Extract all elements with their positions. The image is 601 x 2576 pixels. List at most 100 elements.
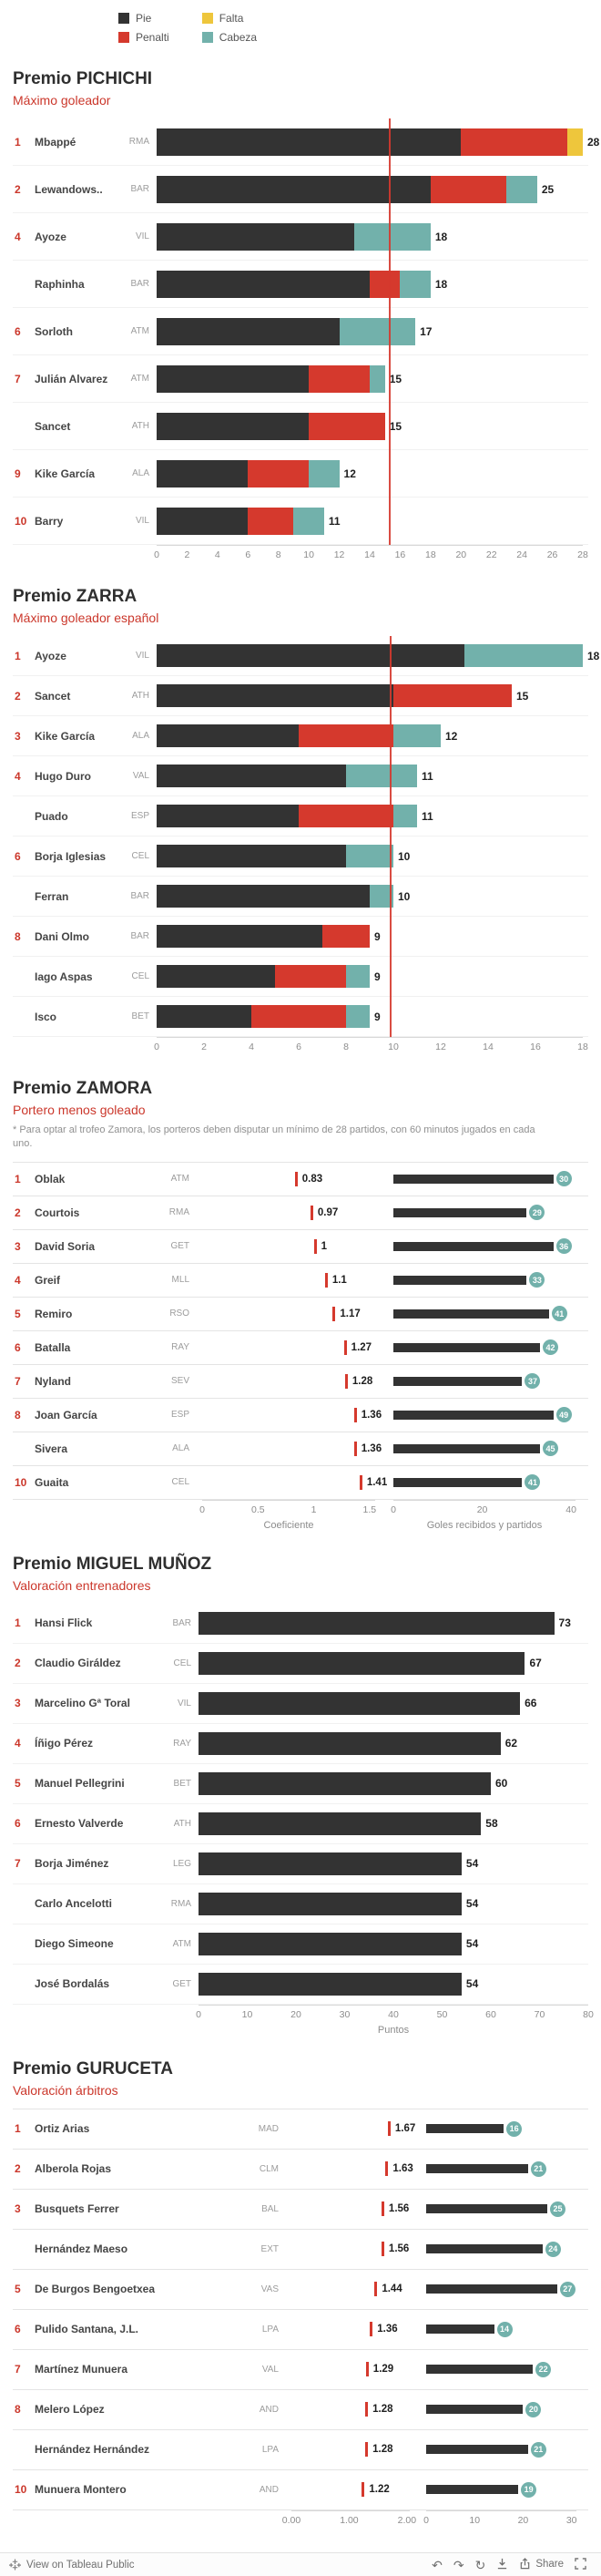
stacked-bar[interactable]: 15 — [157, 364, 583, 393]
stacked-bar[interactable]: 18 — [157, 222, 583, 251]
stacked-bar[interactable]: 11 — [157, 765, 583, 787]
goalkeeper-row[interactable]: 1 Oblak ATM 0.83 — [13, 1163, 588, 1196]
player-row[interactable]: 4 Hugo Duro VAL 11 — [13, 756, 588, 796]
matches-bar[interactable] — [426, 2325, 494, 2335]
goalkeeper-row[interactable]: 3 David Soria GET 1 — [13, 1230, 588, 1264]
points-bar[interactable]: 54 — [199, 1852, 588, 1875]
matches-bar[interactable] — [393, 1309, 549, 1319]
matches-bar[interactable] — [426, 2124, 504, 2134]
player-row[interactable]: 10 Barry VIL 11 — [13, 498, 588, 545]
matches-badge[interactable]: 21 — [530, 2160, 546, 2177]
player-row[interactable]: Isco BET 9 — [13, 997, 588, 1037]
reset-button[interactable]: ↻ — [470, 2557, 492, 2573]
goals-badge[interactable]: 41 — [525, 1474, 541, 1491]
points-bar[interactable]: 73 — [199, 1611, 588, 1635]
stacked-bar[interactable]: 9 — [157, 965, 583, 988]
goals-badge[interactable]: 30 — [555, 1171, 572, 1187]
coach-row[interactable]: 4 Íñigo Pérez RAY 62 — [13, 1724, 588, 1764]
player-row[interactable]: 7 Julián Alvarez ATM 15 — [13, 355, 588, 403]
goals-badge[interactable]: 41 — [551, 1306, 567, 1322]
rating-mark[interactable]: 1.67 — [387, 2109, 415, 2149]
legend-item[interactable]: Falta — [201, 9, 257, 26]
undo-button[interactable]: ↶ — [426, 2557, 448, 2573]
matches-badge[interactable]: 14 — [496, 2321, 513, 2337]
share-button[interactable]: Share — [514, 2556, 569, 2573]
goalkeeper-row[interactable]: 7 Nyland SEV 1.28 — [13, 1365, 588, 1399]
player-row[interactable]: 8 Dani Olmo BAR 9 — [13, 917, 588, 957]
stacked-bar[interactable]: 25 — [157, 175, 583, 203]
coach-row[interactable]: 7 Borja Jiménez LEG 54 — [13, 1844, 588, 1884]
matches-bar[interactable] — [426, 2284, 557, 2294]
referee-row[interactable]: 8 Melero López AND 1.28 — [13, 2390, 588, 2430]
player-row[interactable]: 6 Sorloth ATM 17 — [13, 308, 588, 355]
coach-row[interactable]: 5 Manuel Pellegrini BET 60 — [13, 1764, 588, 1804]
referee-row[interactable]: 3 Busquets Ferrer BAL 1.56 — [13, 2190, 588, 2230]
stacked-bar[interactable]: 18 — [157, 644, 599, 667]
player-row[interactable]: Sancet ATH 15 — [13, 403, 588, 450]
coefficient-mark[interactable]: 1.36 — [353, 1399, 382, 1432]
player-row[interactable]: 1 Ayoze VIL 18 — [13, 636, 599, 676]
coefficient-mark[interactable]: 0.83 — [294, 1163, 322, 1196]
stacked-bar[interactable]: 12 — [157, 459, 583, 487]
stacked-bar[interactable]: 15 — [157, 684, 583, 707]
stacked-bar[interactable]: 17 — [157, 317, 583, 345]
matches-badge[interactable]: 27 — [559, 2281, 576, 2297]
referee-row[interactable]: 10 Munuera Montero AND 1.22 — [13, 2470, 588, 2510]
coefficient-mark[interactable]: 1.28 — [344, 1365, 372, 1398]
rating-mark[interactable]: 1.22 — [362, 2470, 390, 2509]
legend-item[interactable]: Penalti — [118, 28, 169, 46]
goals-badge[interactable]: 45 — [542, 1441, 558, 1457]
matches-bar[interactable] — [393, 1342, 540, 1352]
coach-row[interactable]: Diego Simeone ATM 54 — [13, 1924, 588, 1965]
stacked-bar[interactable]: 12 — [157, 724, 583, 747]
rating-mark[interactable]: 1.63 — [385, 2150, 413, 2189]
legend-item[interactable]: Cabeza — [201, 28, 257, 46]
player-row[interactable]: Puado ESP 11 — [13, 796, 588, 836]
goals-badge[interactable]: 37 — [525, 1373, 541, 1390]
referee-row[interactable]: Hernández Maeso EXT 1.56 — [13, 2230, 588, 2270]
points-bar[interactable]: 60 — [199, 1771, 588, 1795]
player-row[interactable]: 2 Lewandows.. BAR 25 — [13, 166, 588, 213]
rating-mark[interactable]: 1.56 — [381, 2190, 409, 2229]
stacked-bar[interactable]: 18 — [157, 270, 583, 298]
rating-mark[interactable]: 1.56 — [381, 2230, 409, 2269]
player-row[interactable]: 9 Kike García ALA 12 — [13, 450, 588, 498]
coefficient-mark[interactable]: 1.27 — [343, 1331, 372, 1364]
matches-bar[interactable] — [393, 1443, 540, 1453]
fullscreen-button[interactable] — [569, 2556, 592, 2573]
points-bar[interactable]: 54 — [199, 1892, 588, 1915]
goals-badge[interactable]: 29 — [529, 1205, 545, 1221]
rating-mark[interactable]: 1.44 — [374, 2270, 402, 2309]
matches-badge[interactable]: 24 — [545, 2241, 561, 2257]
rating-mark[interactable]: 1.28 — [365, 2390, 393, 2429]
referee-row[interactable]: Hernández Hernández LPA 1.28 — [13, 2430, 588, 2470]
matches-bar[interactable] — [393, 1174, 554, 1184]
player-row[interactable]: Iago Aspas CEL 9 — [13, 957, 588, 997]
coach-row[interactable]: José Bordalás GET 54 — [13, 1965, 588, 2005]
stacked-bar[interactable]: 11 — [157, 805, 583, 827]
stacked-bar[interactable]: 10 — [157, 885, 583, 908]
legend-item[interactable]: Pie — [118, 9, 169, 26]
goals-badge[interactable]: 49 — [555, 1407, 572, 1423]
coefficient-mark[interactable]: 1.36 — [353, 1432, 382, 1465]
player-row[interactable]: 6 Borja Iglesias CEL 10 — [13, 836, 588, 877]
coach-row[interactable]: Carlo Ancelotti RMA 54 — [13, 1884, 588, 1924]
rating-mark[interactable]: 1.28 — [365, 2430, 393, 2469]
stacked-bar[interactable]: 9 — [157, 925, 583, 948]
rating-mark[interactable]: 1.29 — [365, 2350, 393, 2389]
matches-badge[interactable]: 21 — [530, 2441, 546, 2458]
player-row[interactable]: 2 Sancet ATH 15 — [13, 676, 588, 716]
matches-bar[interactable] — [426, 2485, 519, 2495]
goals-badge[interactable]: 36 — [555, 1238, 572, 1255]
coach-row[interactable]: 6 Ernesto Valverde ATH 58 — [13, 1804, 588, 1844]
points-bar[interactable]: 62 — [199, 1731, 588, 1755]
player-row[interactable]: Raphinha BAR 18 — [13, 261, 588, 308]
view-on-tableau-link[interactable]: View on Tableau Public — [9, 2559, 135, 2571]
goalkeeper-row[interactable]: Sivera ALA 1.36 45 — [13, 1432, 588, 1466]
matches-bar[interactable] — [393, 1376, 523, 1386]
matches-badge[interactable]: 22 — [535, 2361, 552, 2377]
matches-bar[interactable] — [426, 2244, 543, 2254]
coefficient-mark[interactable]: 1 — [313, 1230, 327, 1263]
points-bar[interactable]: 58 — [199, 1811, 588, 1835]
matches-bar[interactable] — [426, 2445, 528, 2455]
